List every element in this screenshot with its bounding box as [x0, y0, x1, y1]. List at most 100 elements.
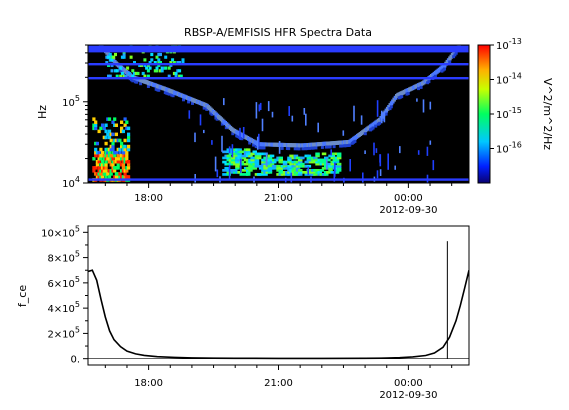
noise-cell [101, 150, 105, 155]
streak-cell [259, 102, 262, 110]
interference-line [88, 77, 469, 80]
noise-cell [114, 123, 118, 127]
burst-cell [114, 52, 117, 57]
burst-cell [115, 69, 119, 73]
emission-cell [336, 162, 342, 166]
fce-line [88, 269, 469, 360]
uh-band-cell [205, 107, 209, 111]
noise-cell [97, 166, 101, 170]
emission-cell [317, 160, 322, 164]
emission-cell [239, 162, 244, 166]
noise-cell [125, 153, 129, 158]
emission-cell [263, 173, 268, 176]
noise-cell [99, 126, 103, 131]
noise-cell [107, 157, 112, 161]
emission-cell [336, 164, 342, 168]
emission-cell [278, 169, 283, 172]
noise-cell [123, 150, 127, 155]
emission-cell [287, 160, 292, 164]
emission-cell [230, 158, 236, 162]
streak-cell [417, 150, 420, 155]
noise-cell [106, 132, 110, 137]
noise-cell [101, 175, 105, 179]
burst-cell [143, 74, 147, 78]
streak-cell [394, 165, 396, 170]
noise-cell [116, 172, 120, 176]
colorbar-tick-label: 10-14 [496, 72, 522, 87]
burst-cell [122, 55, 126, 59]
emission-cell [235, 164, 240, 168]
emission-cell [237, 148, 242, 152]
emission-cell [222, 169, 227, 172]
noise-cell [104, 166, 108, 170]
noise-cell [127, 160, 131, 164]
burst-cell [145, 66, 149, 70]
emission-cell [241, 156, 247, 160]
noise-cell [120, 153, 124, 158]
fce-x-tick-date-label: 2012-09-30 [379, 390, 437, 401]
streak-cell [258, 104, 261, 112]
burst-cell [160, 66, 164, 70]
burst-cell [176, 69, 180, 73]
emission-cell [239, 173, 244, 176]
noise-cell [111, 120, 115, 124]
burst-cell [127, 71, 131, 76]
uh-band-cell [248, 141, 252, 145]
streak-cell [303, 108, 306, 115]
noise-cell [125, 157, 129, 161]
emission-cell [304, 171, 309, 174]
emission-cell [272, 160, 277, 164]
noise-cell [118, 172, 122, 176]
streak-cell [375, 148, 378, 153]
noise-cell [123, 123, 127, 127]
interference-line [88, 50, 469, 53]
emission-cell [306, 164, 312, 168]
burst-cell [167, 66, 171, 70]
emission-cell [276, 164, 281, 168]
noise-cell [111, 166, 115, 170]
emission-cell [306, 154, 312, 158]
emission-cell [267, 171, 273, 174]
noise-cell [106, 147, 110, 152]
noise-cell [118, 153, 122, 158]
emission-cell [328, 166, 333, 170]
emission-cell [321, 160, 327, 164]
noise-cell [113, 169, 117, 173]
noise-cell [121, 150, 125, 155]
streak-cell [326, 158, 328, 170]
streak-cell [382, 112, 384, 119]
burst-cell [133, 61, 136, 65]
noise-cell [94, 126, 98, 131]
noise-cell [114, 157, 118, 161]
emission-cell [282, 160, 288, 164]
noise-cell [127, 132, 131, 137]
colorbar-tick-label: 10-15 [496, 106, 522, 121]
noise-cell [106, 150, 110, 155]
y-tick-label: 104 [62, 175, 80, 190]
fce-y-tick-label: 4×105 [47, 300, 80, 315]
noise-cell [107, 129, 112, 134]
noise-cell [111, 147, 115, 152]
noise-cell [101, 163, 105, 167]
streak-cell [267, 101, 270, 112]
noise-cell [94, 123, 98, 127]
noise-cell [113, 153, 117, 158]
emission-cell [328, 164, 333, 168]
noise-cell [109, 163, 113, 167]
streak-cell [399, 146, 401, 154]
noise-cell [116, 163, 120, 167]
emission-cell [252, 166, 257, 170]
streak-cell [307, 166, 309, 176]
noise-cell [123, 147, 127, 152]
emission-cell [265, 162, 270, 166]
noise-cell [120, 129, 124, 134]
noise-cell [104, 141, 108, 146]
emission-cell [334, 160, 340, 164]
noise-cell [101, 172, 105, 176]
uh-band-cell [427, 80, 431, 84]
emission-cell [261, 169, 266, 172]
uh-band-cell [157, 88, 161, 92]
noise-cell [104, 135, 108, 140]
emission-cell [282, 162, 288, 166]
